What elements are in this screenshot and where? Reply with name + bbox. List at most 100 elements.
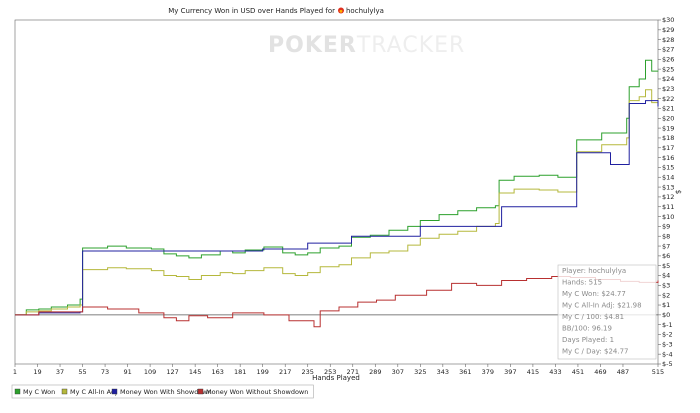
y-tick-label: $8 (662, 232, 670, 240)
y-tick-label: $-3 (662, 341, 673, 349)
y-tick-label: $18 (662, 134, 674, 142)
legend-item-1[interactable]: My C All-In Adj (61, 388, 117, 396)
series-line-0 (15, 59, 659, 316)
x-axis: 1 19 37 55 73 91 109 127 145 163 181 199 217 235 253 27… (13, 364, 664, 376)
x-tick-label: 109 (144, 368, 156, 376)
x-tick-label: 127 (166, 368, 178, 376)
tooltip-line: My C / 100: $4.81 (562, 313, 624, 321)
legend-label: Money Won Without Showdown (206, 388, 308, 396)
x-tick-label: 271 (347, 368, 359, 376)
y-tick-label: $0 (662, 311, 670, 319)
x-tick-label: 55 (78, 368, 86, 376)
x-tick-label: 145 (189, 368, 201, 376)
y-tick-label: $23 (662, 85, 674, 93)
y-tick-label: $19 (662, 124, 674, 132)
x-axis-label: Hands Played (312, 374, 360, 382)
y-tick-label: $13 (662, 183, 674, 191)
legend-item-0[interactable]: My C Won (14, 388, 55, 396)
x-tick-label: 217 (279, 368, 291, 376)
y-tick-label: $28 (662, 36, 674, 44)
y-tick-label: $24 (662, 75, 674, 83)
legend: My C Won My C All-In Adj Money Won With Sh… (11, 384, 314, 399)
y-tick-label: $3 (662, 282, 670, 290)
series-line-1 (15, 89, 659, 316)
x-tick-label: 199 (256, 368, 268, 376)
y-tick-label: $17 (662, 144, 674, 152)
y-tick-label: $20 (662, 114, 674, 122)
y-tick-label: $15 (662, 164, 674, 172)
y-axis: $-5 $-4$-3 $-2 $-1 $0 $1 $2$3 $4 $5 $6 $7 $8$9 $10 $1… (658, 16, 674, 368)
x-tick-label: 73 (101, 368, 109, 376)
y-tick-label: $29 (662, 26, 674, 34)
tooltip-line: My C All-In Adj: $21.98 (562, 302, 642, 310)
x-tick-label: 487 (617, 368, 629, 376)
y-tick-label: $-4 (662, 350, 673, 358)
legend-label: Money Won With Showdown (120, 388, 212, 396)
y-tick-label: $22 (662, 95, 674, 103)
legend-label: My C Won (23, 388, 55, 396)
legend-frame (11, 384, 314, 399)
y-tick-label: $10 (662, 213, 674, 221)
tooltip-line: Days Played: 1 (562, 336, 614, 344)
legend-swatch (111, 388, 118, 395)
y-tick-label: $4 (662, 272, 670, 280)
y-tick-label: $16 (662, 154, 674, 162)
x-tick-label: 289 (369, 368, 381, 376)
chart-title: My Currency Won in USD over Hands Played… (168, 7, 335, 15)
x-tick-label: 325 (414, 368, 426, 376)
chart-title-player: hochulylya (346, 7, 384, 15)
tooltip-line: My C / Day: $24.77 (562, 348, 629, 356)
data-tooltip: Player: hochulylya Hands: 515 My C Won: $2… (557, 264, 657, 360)
legend-label: My C All-In Adj (70, 388, 117, 396)
x-tick-label: 163 (211, 368, 223, 376)
x-tick-label: 361 (459, 368, 471, 376)
tooltip-line: My C Won: $24.77 (562, 290, 626, 298)
y-tick-label: $-5 (662, 360, 673, 368)
legend-item-2[interactable]: Money Won With Showdown (111, 388, 212, 396)
x-tick-label: 181 (234, 368, 246, 376)
x-tick-label: 307 (392, 368, 404, 376)
y-tick-label: $6 (662, 252, 670, 260)
plot-area (14, 19, 659, 365)
x-tick-label: 415 (527, 368, 539, 376)
y-axis-label: $ (674, 190, 682, 194)
tooltip-line: BB/100: 96.19 (562, 325, 612, 333)
y-tick-label: $30 (662, 16, 674, 24)
x-tick-label: 37 (56, 368, 64, 376)
y-tick-label: $26 (662, 56, 674, 64)
y-tick-label: $-1 (662, 321, 673, 329)
y-tick-label: $21 (662, 105, 674, 113)
x-tick-label: 343 (437, 368, 449, 376)
y-tick-label: $5 (662, 262, 670, 270)
y-tick-label: $12 (662, 193, 674, 201)
legend-item-3[interactable]: Money Won Without Showdown (197, 388, 308, 396)
y-tick-label: $14 (662, 173, 674, 181)
x-tick-label: 469 (594, 368, 606, 376)
legend-swatch (197, 388, 204, 395)
y-tick-label: $27 (662, 46, 674, 54)
legend-swatch (61, 388, 68, 395)
x-tick-label: 235 (302, 368, 314, 376)
watermark-brand-bold: POKER (268, 33, 357, 58)
x-tick-label: 433 (549, 368, 561, 376)
x-tick-label: 397 (504, 368, 516, 376)
y-tick-label: $1 (662, 301, 670, 309)
watermark-logo: POKERTRACKER (268, 33, 465, 58)
watermark-brand-light: TRACKER (356, 33, 465, 58)
y-tick-label: $11 (662, 203, 674, 211)
y-tick-label: $7 (662, 242, 670, 250)
x-tick-label: 451 (572, 368, 584, 376)
y-tick-label: $-2 (662, 331, 673, 339)
y-tick-label: $2 (662, 291, 670, 299)
x-tick-label: 1 (13, 368, 17, 376)
x-tick-label: 91 (123, 368, 131, 376)
legend-swatch (14, 388, 21, 395)
y-tick-label: $25 (662, 65, 674, 73)
x-tick-label: 253 (324, 368, 336, 376)
x-tick-label: 379 (482, 368, 494, 376)
x-tick-label: 19 (33, 368, 41, 376)
tooltip-line: Player: hochulylya (562, 267, 626, 275)
tooltip-line: Hands: 515 (562, 279, 602, 287)
x-tick-label: 515 (652, 368, 664, 376)
